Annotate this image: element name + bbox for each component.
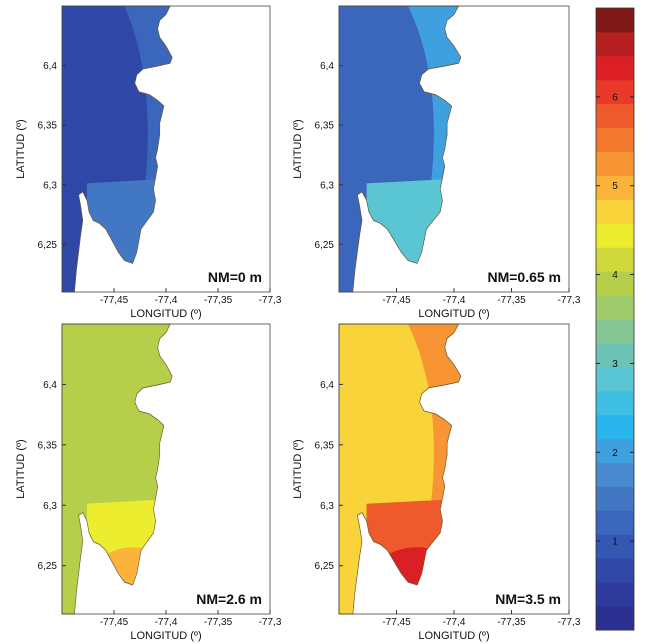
colorbar-segment [596, 127, 634, 153]
colorbar-segment [596, 247, 634, 272]
x-tick-label: -77,35 [204, 617, 233, 628]
y-tick-label: 6,4 [320, 380, 334, 391]
x-tick-label: -77,45 [382, 295, 411, 306]
colorbar-segment [596, 582, 634, 607]
x-axis-label: LONGITUD (º) [418, 630, 489, 642]
sea-level-annotation: NM=0 m [208, 269, 262, 285]
x-tick-label: -77,4 [155, 617, 178, 628]
x-tick-label: -77,35 [204, 295, 233, 306]
colorbar-segment [596, 486, 634, 511]
x-tick-label: -77,4 [155, 295, 178, 306]
y-tick-label: 6,4 [43, 61, 57, 72]
y-tick-label: 6,25 [315, 561, 335, 572]
y-tick-label: 6,35 [38, 121, 58, 132]
colorbar-segment [596, 510, 634, 535]
colorbar-frame [595, 7, 635, 631]
colorbar-tick-label: 6 [612, 92, 618, 103]
colorbar-tick-label: 5 [612, 181, 618, 192]
x-tick-label: -77,3 [558, 295, 581, 306]
colorbar-segment [596, 414, 634, 440]
x-tick-label: -77,3 [259, 295, 282, 306]
x-tick-label: -77,3 [259, 617, 282, 628]
colorbar-segment [596, 271, 634, 296]
colorbar-segment [596, 79, 634, 105]
y-tick-label: 6,25 [315, 240, 335, 251]
colorbar-tick-label: 3 [612, 359, 618, 370]
map-panel-nm0: -77,45 -77,4 -77,35 -77,3 6,4 6,35 6,3 6,25 LONG… [15, 6, 282, 320]
colorbar-segment [596, 606, 634, 631]
x-tick-label: -77,35 [497, 617, 526, 628]
y-tick-label: 6,25 [38, 561, 58, 572]
colorbar-segment [596, 534, 634, 559]
colorbar: 1 2 3 4 5 6 [595, 7, 635, 631]
colorbar-segment [596, 103, 634, 129]
colorbar-segment [596, 558, 634, 583]
x-tick-label: -77,35 [497, 295, 526, 306]
colorbar-segment [596, 462, 634, 487]
sea-level-annotation: NM=2.6 m [196, 591, 262, 607]
x-axis-label: LONGITUD (º) [130, 630, 201, 642]
colorbar-segment [596, 8, 634, 33]
x-axis-label: LONGITUD (º) [130, 308, 201, 320]
y-tick-label: 6,3 [43, 501, 57, 512]
x-tick-label: -77,45 [100, 617, 129, 628]
y-axis-label: LATITUD (º) [292, 119, 304, 178]
y-tick-label: 6,35 [38, 440, 58, 451]
colorbar-tick-label: 4 [612, 270, 618, 281]
map-panel-nm35: -77,45 -77,4 -77,35 -77,3 6,4 6,35 6,3 6,25 LONG… [292, 324, 581, 642]
colorbar-segment [596, 199, 634, 224]
y-tick-label: 6,3 [320, 501, 334, 512]
colorbar-segment [596, 319, 634, 344]
colorbar-segment [596, 295, 634, 320]
colorbar-tick-label: 2 [612, 448, 618, 459]
x-tick-label: -77,4 [443, 617, 466, 628]
colorbar-segment [596, 342, 634, 368]
x-tick-label: -77,3 [558, 617, 581, 628]
colorbar-segment [596, 366, 634, 392]
y-axis-label: LATITUD (º) [15, 119, 27, 178]
x-tick-label: -77,4 [443, 295, 466, 306]
x-tick-label: -77,45 [100, 295, 129, 306]
x-axis-label: LONGITUD (º) [418, 308, 489, 320]
sea-level-annotation: NM=3.5 m [495, 591, 561, 607]
map-panel-nm065: -77,45 -77,4 -77,35 -77,3 6,4 6,35 6,3 6,25 LONG… [292, 6, 581, 320]
sea-level-annotation: NM=0.65 m [487, 269, 561, 285]
colorbar-segment [596, 55, 634, 81]
x-tick-label: -77,45 [382, 617, 411, 628]
colorbar-tick-label: 1 [612, 537, 618, 548]
y-axis-label: LATITUD (º) [292, 439, 304, 498]
y-tick-label: 6,35 [315, 440, 335, 451]
colorbar-segment [596, 175, 634, 200]
y-tick-label: 6,35 [315, 121, 335, 132]
colorbar-segment [596, 223, 634, 248]
map-panel-nm26: -77,45 -77,4 -77,35 -77,3 6,4 6,35 6,3 6,25 LONG… [15, 324, 282, 642]
y-tick-label: 6,4 [43, 380, 57, 391]
y-tick-label: 6,3 [43, 180, 57, 191]
colorbar-segment [596, 390, 634, 416]
y-tick-label: 6,4 [320, 61, 334, 72]
y-axis-label: LATITUD (º) [15, 439, 27, 498]
colorbar-segment [596, 438, 634, 464]
colorbar-segment [596, 31, 634, 57]
y-tick-label: 6,25 [38, 240, 58, 251]
colorbar-segment [596, 151, 634, 176]
y-tick-label: 6,3 [320, 180, 334, 191]
